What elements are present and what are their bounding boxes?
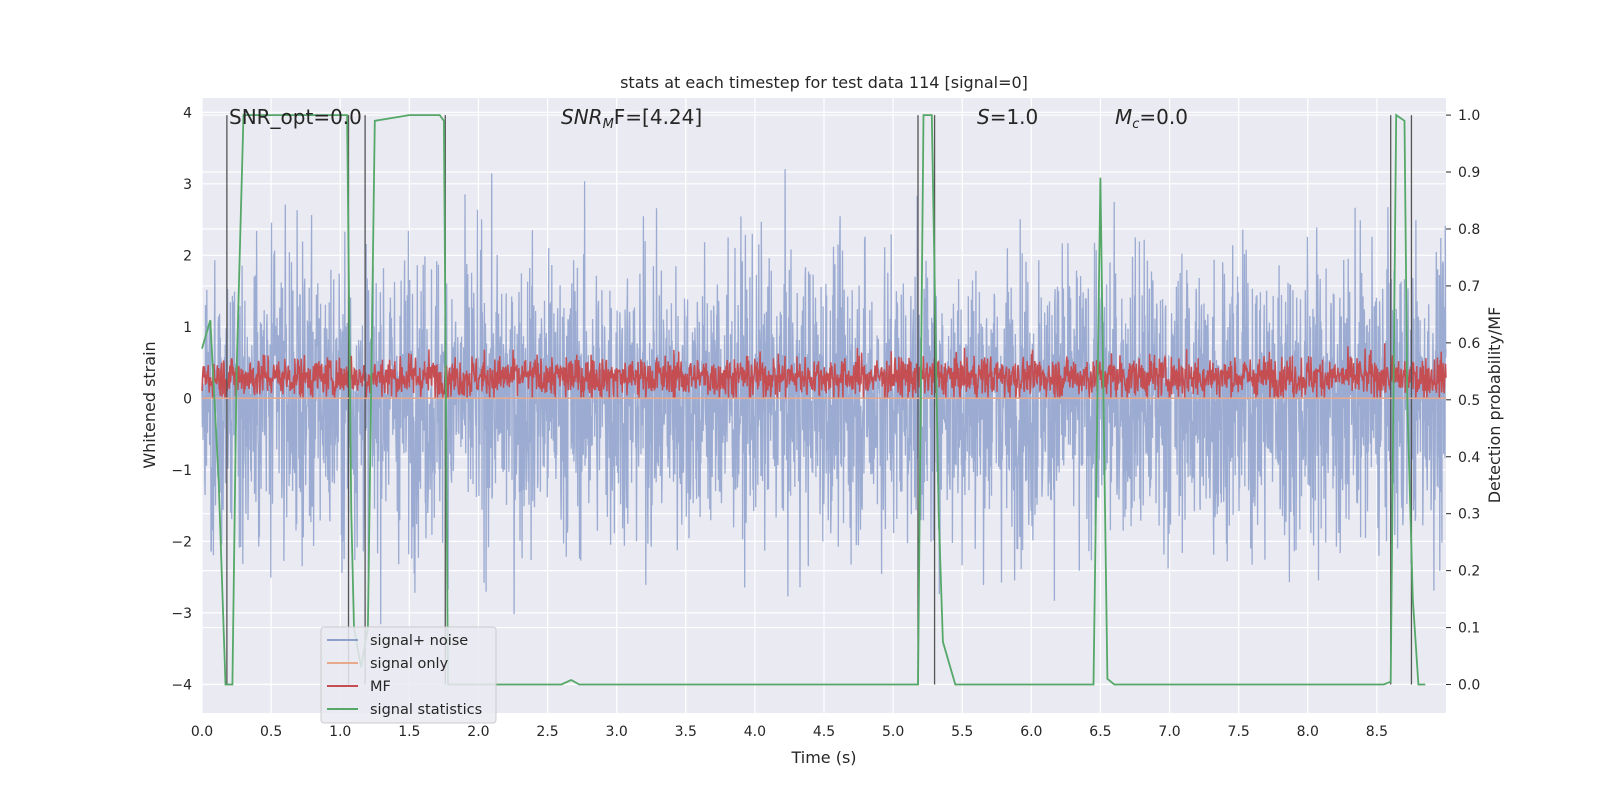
- x-axis-label: Time (s): [790, 748, 856, 767]
- y-tick-label-right: 1.0: [1458, 108, 1480, 124]
- line-mf: [201, 343, 1447, 400]
- chart-title: stats at each timestep for test data 114…: [620, 73, 1028, 92]
- tick-labels: 0.0 0.5 1.0 1.5 2.0 2.5 3.0 3.5 4.0 4.5 5.0 5.5 6.0 6…: [171, 105, 1480, 740]
- y-tick-label-left: −3: [171, 606, 192, 622]
- y-tick-label-right: 0.0: [1458, 678, 1480, 694]
- series-signal-statistics: [201, 113, 1426, 686]
- y-tick-label-right: 0.8: [1458, 222, 1480, 238]
- series-mf: [201, 343, 1447, 400]
- y-axis-label-right: Detection probability/MF: [1485, 307, 1504, 504]
- y-tick-label-left: 2: [183, 248, 192, 264]
- x-tick-label: 5.5: [951, 724, 973, 740]
- y-tick-label-right: 0.7: [1458, 279, 1480, 295]
- legend: signal+ noise signal only MF signal stat…: [320, 626, 497, 724]
- y-tick-label-right: 0.3: [1458, 507, 1480, 523]
- x-tick-label: 8.5: [1366, 724, 1388, 740]
- y-tick-label-right: 0.9: [1458, 165, 1480, 181]
- annotation-snr-mf: SNRMF=[4.24]: [561, 105, 702, 132]
- y-tick-label-left: 4: [183, 105, 192, 121]
- x-tick-label: 8.0: [1297, 724, 1319, 740]
- legend-box: [320, 626, 497, 724]
- annotation-snr-opt: SNR_opt=0.0: [229, 105, 362, 129]
- x-tick-label: 7.0: [1158, 724, 1180, 740]
- annotation-mc: Mc=0.0: [1115, 105, 1188, 132]
- y-tick-label-left: −4: [171, 677, 192, 693]
- y-tick-label-right: 0.5: [1458, 393, 1480, 409]
- y-axis-label-left: Whitened strain: [140, 341, 159, 468]
- x-tick-label: 7.5: [1228, 724, 1250, 740]
- x-tick-label: 4.0: [744, 724, 766, 740]
- x-tick-label: 6.0: [1020, 724, 1042, 740]
- annotation-s: S=1.0: [977, 105, 1038, 129]
- x-tick-label: 1.0: [329, 724, 351, 740]
- y-tick-label-right: 0.4: [1458, 450, 1480, 466]
- y-tick-label-right: 0.6: [1458, 336, 1480, 352]
- legend-label-signal-statistics: signal statistics: [370, 702, 482, 718]
- x-tick-label: 2.5: [536, 724, 558, 740]
- y-tick-label-right: 0.1: [1458, 621, 1480, 637]
- y-tick-label-right: 0.2: [1458, 564, 1480, 580]
- x-tick-label: 1.5: [398, 724, 420, 740]
- x-tick-label: 5.0: [882, 724, 904, 740]
- x-tick-label: 0.5: [260, 724, 282, 740]
- y-tick-label-left: −2: [171, 534, 192, 550]
- line-signal-statistics: [201, 113, 1426, 686]
- x-tick-label: 4.5: [813, 724, 835, 740]
- y-tick-label-left: −1: [171, 463, 192, 479]
- x-tick-label: 6.5: [1089, 724, 1111, 740]
- legend-label-signal-only: signal only: [370, 656, 449, 672]
- line-signal-plus-noise: [201, 169, 1447, 625]
- legend-label-mf: MF: [370, 679, 391, 695]
- series-signal-plus-noise: [201, 169, 1447, 625]
- x-tick-label: 2.0: [467, 724, 489, 740]
- y-tick-label-left: 1: [183, 320, 192, 336]
- x-tick-label: 0.0: [191, 724, 213, 740]
- y-tick-label-left: 0: [183, 391, 192, 407]
- legend-label-signal-plus-noise: signal+ noise: [370, 633, 468, 649]
- y-tick-label-left: 3: [183, 177, 192, 193]
- x-tick-label: 3.0: [606, 724, 628, 740]
- x-tick-label: 3.5: [675, 724, 697, 740]
